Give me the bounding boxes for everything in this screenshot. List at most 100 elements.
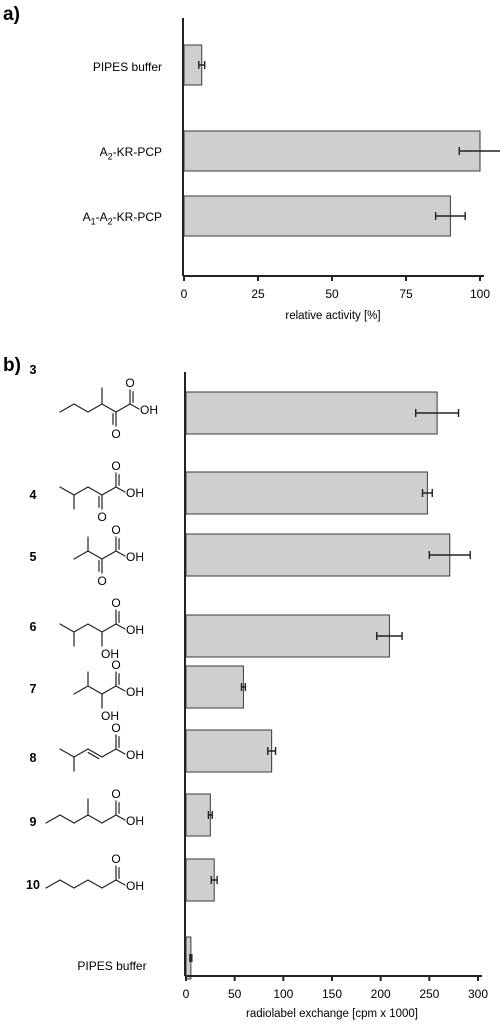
- error-bar: [267, 747, 277, 755]
- category-label: A2-KR-PCP: [100, 145, 162, 162]
- bond: [87, 814, 103, 824]
- category-label: PIPES buffer: [77, 959, 146, 973]
- bond: [73, 550, 89, 560]
- bar-6: [185, 614, 390, 658]
- error-bar: [428, 551, 471, 559]
- bond: [73, 623, 89, 633]
- atom-label: OH: [101, 647, 119, 661]
- atom-label: O: [97, 510, 106, 524]
- compound-number: 5: [30, 550, 37, 564]
- bond: [101, 403, 117, 413]
- bond: [73, 814, 89, 824]
- x-tick-label: 0: [183, 987, 190, 1001]
- atom-label: OH: [126, 486, 144, 500]
- bar-10: [185, 858, 215, 902]
- bond: [101, 685, 117, 695]
- panel-a-category-labels: PIPES buffer A2-KR-PCP A1-A2-KR-PCP: [83, 60, 162, 227]
- category-label: A1-A2-KR-PCP: [83, 210, 162, 227]
- x-tick-label: 300: [468, 987, 488, 1001]
- compound-number: 7: [30, 682, 37, 696]
- bond: [115, 748, 126, 755]
- compound-number: 6: [30, 620, 37, 634]
- bond: [115, 814, 126, 821]
- bond: [87, 403, 103, 413]
- bond: [129, 403, 140, 410]
- bond: [73, 685, 89, 695]
- x-tick-label: 100: [470, 287, 490, 301]
- bond: [101, 879, 117, 889]
- panel-a-x-ticks: 0 25 50 75 100: [181, 275, 490, 301]
- x-tick-label: 250: [419, 987, 439, 1001]
- bond: [115, 685, 126, 692]
- x-tick-label: 200: [371, 987, 391, 1001]
- bond: [73, 486, 89, 496]
- bond: [101, 623, 117, 633]
- bond: [87, 685, 103, 695]
- bar-a: [183, 130, 481, 172]
- error-bar: [415, 409, 460, 417]
- error-bar: [210, 876, 218, 884]
- bond: [45, 879, 61, 889]
- error-bar: [189, 954, 193, 962]
- panel-a: a) PIPES buffer A2-KR-PCP A1-A2-KR-PCP 0 25…: [3, 4, 500, 322]
- compound-number: 10: [26, 878, 40, 892]
- panel-b-compound-numbers: 3 4 5 6 7 8 9 10 PIPES buffer: [26, 363, 147, 973]
- panel-b-label: b): [3, 355, 21, 376]
- error-bar: [198, 61, 206, 69]
- bond: [87, 748, 103, 758]
- compound-number: 4: [30, 488, 37, 502]
- bond: [115, 550, 126, 557]
- x-tick-label: 50: [228, 987, 242, 1001]
- bond: [59, 623, 75, 633]
- bar-4: [185, 471, 428, 515]
- panel-b-bars: [185, 391, 471, 980]
- bond: [101, 550, 117, 560]
- atom-label: OH: [140, 403, 158, 417]
- error-bar: [376, 632, 403, 640]
- atom-label: OH: [126, 814, 144, 828]
- bond: [59, 879, 75, 889]
- bond: [101, 814, 117, 824]
- bond: [115, 403, 131, 413]
- bar-7: [185, 665, 244, 709]
- atom-label: OH: [126, 748, 144, 762]
- atom-label: OH: [126, 623, 144, 637]
- bond: [101, 748, 117, 758]
- bond: [59, 486, 75, 496]
- error-bar: [207, 811, 213, 819]
- bond: [87, 486, 103, 496]
- double-bond: [87, 751, 100, 760]
- atom-label: OH: [126, 550, 144, 564]
- bond: [73, 403, 89, 413]
- category-label: PIPES buffer: [93, 60, 162, 74]
- compound-number: 8: [30, 751, 37, 765]
- bar-8: [185, 729, 273, 773]
- error-bar: [421, 489, 433, 497]
- atom-label: O: [111, 523, 120, 537]
- compound-number: 9: [30, 815, 37, 829]
- error-bar: [458, 147, 500, 155]
- bond: [115, 623, 126, 630]
- bond: [59, 403, 75, 413]
- bond: [45, 814, 61, 824]
- error-bar: [240, 683, 247, 691]
- atom-label: O: [111, 658, 120, 672]
- bond: [73, 748, 89, 758]
- atom-label: O: [111, 459, 120, 473]
- bond: [73, 879, 89, 889]
- x-tick-label: 50: [325, 287, 339, 301]
- x-tick-label: 100: [273, 987, 293, 1001]
- bond: [87, 623, 103, 633]
- bond: [115, 879, 126, 886]
- panel-a-label: a): [3, 4, 20, 25]
- bar-9: [185, 793, 211, 837]
- error-bar: [434, 212, 466, 220]
- atom-label: OH: [126, 685, 144, 699]
- bar-5: [185, 533, 451, 577]
- x-tick-label: 25: [251, 287, 265, 301]
- bond: [59, 814, 75, 824]
- bond: [101, 486, 117, 496]
